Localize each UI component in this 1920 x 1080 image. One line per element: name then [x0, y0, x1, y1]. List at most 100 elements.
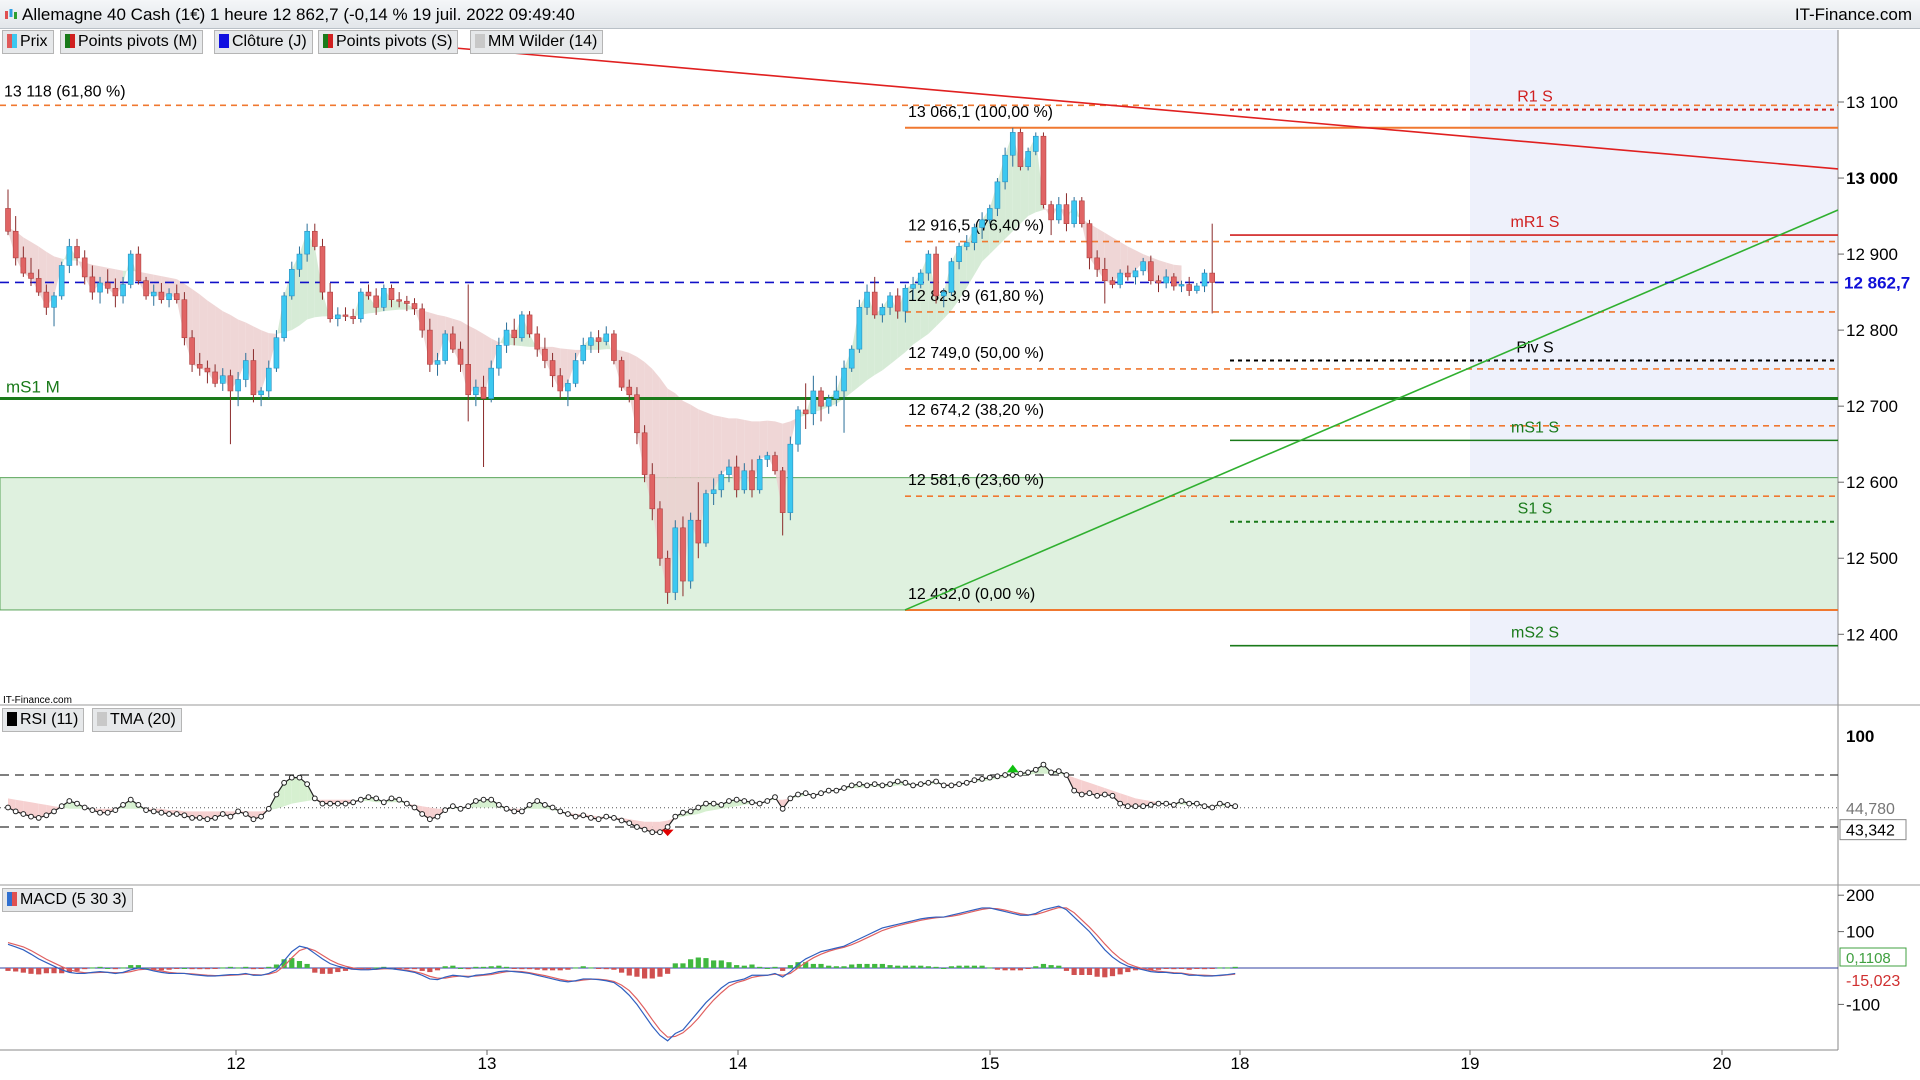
candle-body [511, 329, 518, 339]
wilder-ma-band [567, 349, 576, 384]
candle-body [335, 314, 341, 320]
rsi-point [910, 782, 916, 789]
candle-body [1094, 257, 1100, 270]
rsi-point [841, 785, 847, 791]
candle-body [902, 287, 909, 312]
macd-histogram-bar [565, 968, 571, 970]
rsi-point [173, 811, 180, 817]
rsi-point [250, 816, 257, 823]
candle-body [143, 280, 149, 297]
legend-chip-main[interactable]: Clôture (J) [214, 30, 313, 54]
legend-swatch [97, 712, 107, 726]
legend-label: TMA (20) [110, 711, 176, 728]
fib-level-label: 12 432,0 (0,00 %) [908, 586, 1035, 603]
wilder-ma-band [936, 292, 944, 327]
rsi-point [917, 781, 924, 787]
macd-histogram-bar [657, 968, 663, 977]
rsi-point [196, 815, 203, 821]
legend-chip-rsi[interactable]: RSI (11) [2, 708, 85, 732]
candle-body [1148, 261, 1154, 281]
candle-body [135, 253, 142, 281]
rsi-point [611, 815, 617, 821]
macd-histogram-bar [243, 966, 249, 968]
wilder-ma-band [1120, 241, 1128, 277]
candle-body [404, 300, 410, 304]
macd-histogram-bar [151, 968, 157, 970]
macd-histogram-bar [28, 968, 34, 974]
wilder-ma-band [61, 246, 70, 266]
candle-body [427, 329, 433, 365]
candle-body [273, 337, 280, 369]
rsi-point [350, 799, 357, 806]
rsi-point [97, 809, 103, 816]
macd-histogram-bar [258, 968, 264, 969]
candle-body [1132, 270, 1139, 278]
candle-body [258, 390, 264, 396]
macd-histogram-bar [1079, 968, 1085, 975]
candle-body [1079, 200, 1085, 224]
rsi-point [311, 795, 318, 802]
candle-body [657, 508, 663, 559]
macd-current-box [1840, 970, 1906, 990]
candle-body [1017, 132, 1024, 167]
macd-histogram-bar [1155, 968, 1162, 970]
macd-histogram-bar [1094, 968, 1100, 977]
wilder-ma-band [1112, 237, 1121, 285]
rsi-point [687, 808, 694, 815]
rsi-point [1201, 803, 1208, 810]
rsi-point [327, 800, 334, 807]
legend-label: Prix [20, 33, 48, 50]
macd-histogram-bar [166, 968, 172, 970]
legend-chip-main[interactable]: Points pivots (M) [60, 30, 204, 54]
candle-body [940, 291, 947, 297]
macd-histogram-bar [20, 968, 26, 973]
candle-body [963, 242, 970, 247]
wilder-ma-band [368, 295, 377, 314]
wilder-ma-band [475, 329, 484, 399]
candle-body [917, 272, 924, 285]
rsi-point [534, 798, 541, 804]
rsi-point [81, 804, 88, 811]
candle-body [12, 230, 19, 259]
rsi-point [442, 807, 449, 813]
candle-body [741, 470, 748, 491]
candle-body [442, 333, 448, 361]
candle-body [557, 375, 564, 392]
candle-body [726, 466, 732, 475]
rsi-current-box [1840, 797, 1906, 818]
candle-body [457, 348, 464, 365]
rsi-point [158, 809, 165, 816]
date-tick-label: 12 [227, 1054, 246, 1073]
rsi-point [1209, 804, 1216, 811]
legend-label: Points pivots (M) [78, 33, 198, 50]
legend-chip-macd[interactable]: MACD (5 30 3) [2, 888, 133, 912]
rsi-point [219, 811, 226, 817]
macd-histogram-bar [220, 967, 226, 969]
candle-body [503, 329, 510, 346]
candle-body [864, 291, 870, 308]
wilder-ma-band [483, 333, 492, 399]
tma-current-box [1839, 819, 1907, 841]
rsi-point [426, 816, 433, 823]
candle-body [818, 390, 824, 407]
rsi-point [664, 824, 671, 830]
rsi-point [319, 800, 326, 807]
rsi-tma-fill [1127, 795, 1136, 807]
legend-chip-main[interactable]: Points pivots (S) [318, 30, 459, 54]
legend-chip-main[interactable]: MM Wilder (14) [470, 30, 604, 54]
macd-histogram-bar [718, 960, 724, 968]
rsi-point [879, 782, 886, 789]
legend-chip-rsi[interactable]: TMA (20) [92, 708, 182, 732]
wilder-ma-band [874, 307, 883, 375]
rsi-point [703, 800, 709, 807]
macd-histogram-bar [711, 960, 717, 968]
macd-histogram-bar [557, 968, 563, 971]
rsi-point [718, 802, 725, 808]
legend-chip-main[interactable]: Prix [2, 30, 54, 54]
watermark-label: IT-Finance.com [3, 695, 72, 706]
candle-body [948, 261, 955, 293]
macd-histogram-bar [465, 968, 471, 970]
legend-label: Points pivots (S) [336, 33, 453, 50]
candle-body [1163, 276, 1169, 284]
